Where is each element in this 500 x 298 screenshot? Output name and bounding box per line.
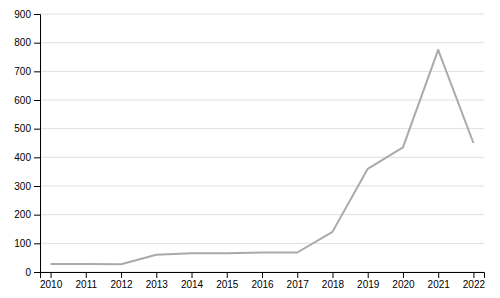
tick-label: 400 xyxy=(14,152,31,163)
x-axis: 2010 2011 2012 2013 2014 2015 2016 2017 2018 2019… xyxy=(40,272,486,290)
tick-label: 200 xyxy=(14,209,31,220)
tick-label: 100 xyxy=(14,238,31,249)
tick-label: 2011 xyxy=(76,279,98,290)
line xyxy=(51,50,474,264)
tick-mark xyxy=(438,272,439,278)
tick: 2017 xyxy=(287,272,310,290)
tick-mark xyxy=(34,71,40,72)
chart: 2010 2011 2012 2013 2014 2015 2016 2017 2018 2019… xyxy=(0,0,500,298)
tick: 400 xyxy=(14,152,40,163)
tick-mark xyxy=(332,272,333,278)
tick: 300 xyxy=(14,181,40,192)
tick: 100 xyxy=(14,238,40,249)
grid-line xyxy=(40,71,484,72)
tick: 800 xyxy=(14,37,40,48)
tick: 2022 xyxy=(463,272,486,290)
tick-label: 2017 xyxy=(287,279,310,290)
tick-mark xyxy=(34,272,40,273)
tick-mark xyxy=(34,100,40,101)
tick-label: 900 xyxy=(14,9,31,20)
tick-mark xyxy=(34,243,40,244)
tick: 2013 xyxy=(146,272,169,290)
grid-line xyxy=(40,157,484,158)
tick: 0 xyxy=(25,267,40,278)
tick-label: 800 xyxy=(14,37,31,48)
tick-mark xyxy=(192,272,193,278)
tick-label: 2013 xyxy=(146,279,169,290)
tick: 2010 xyxy=(40,272,63,290)
tick-mark xyxy=(121,272,122,278)
tick-mark xyxy=(34,129,40,130)
tick-mark xyxy=(86,272,87,278)
tick-label: 2022 xyxy=(463,279,486,290)
tick: 200 xyxy=(14,209,40,220)
tick: 2016 xyxy=(251,272,274,290)
tick-label: 2016 xyxy=(251,279,274,290)
axis-line xyxy=(41,273,485,279)
tick-mark xyxy=(297,272,298,278)
tick-mark xyxy=(368,272,369,278)
plot-area: 2010 2011 2012 2013 2014 2015 2016 2017 2018 2019… xyxy=(14,9,485,290)
tick: 2021 xyxy=(428,272,451,290)
grid-line xyxy=(40,243,484,244)
tick-mark xyxy=(34,43,40,44)
tick-label: 2012 xyxy=(110,279,133,290)
tick-label: 2019 xyxy=(357,279,380,290)
tick-mark xyxy=(34,186,40,187)
tick: 500 xyxy=(14,123,40,134)
tick-mark xyxy=(403,272,404,278)
tick: 2015 xyxy=(216,272,239,290)
tick-label: 2020 xyxy=(392,279,415,290)
tick-label: 600 xyxy=(14,95,31,106)
axis-line xyxy=(34,15,41,273)
grid-line xyxy=(40,128,484,129)
grid xyxy=(40,14,484,272)
tick: 2020 xyxy=(392,272,415,290)
tick-label: 700 xyxy=(14,66,31,77)
tick-mark xyxy=(34,14,40,15)
tick: 2012 xyxy=(110,272,133,290)
tick-mark xyxy=(34,157,40,158)
tick-label: 2021 xyxy=(428,279,451,290)
tick-label: 500 xyxy=(14,123,31,134)
grid-line xyxy=(40,42,484,43)
tick-label: 0 xyxy=(25,267,31,278)
tick-mark xyxy=(473,272,474,278)
series-group xyxy=(51,50,474,264)
grid-line xyxy=(40,100,484,101)
tick: 2014 xyxy=(181,272,204,290)
tick: 700 xyxy=(14,66,40,77)
tick: 2011 xyxy=(76,272,98,290)
y-axis: 0 100 200 300 400 500 600 700 800 900 xyxy=(14,9,40,278)
tick-label: 2014 xyxy=(181,279,204,290)
tick-mark xyxy=(51,272,52,278)
grid-line xyxy=(40,14,484,15)
tick-label: 2015 xyxy=(216,279,239,290)
tick-label: 300 xyxy=(14,181,31,192)
tick-mark xyxy=(156,272,157,278)
tick: 2019 xyxy=(357,272,380,290)
tick-mark xyxy=(227,272,228,278)
grid-line xyxy=(40,214,484,215)
tick-mark xyxy=(262,272,263,278)
grid-line xyxy=(40,186,484,187)
tick: 2018 xyxy=(322,272,345,290)
tick-label: 2018 xyxy=(322,279,345,290)
tick: 900 xyxy=(14,9,40,20)
tick: 600 xyxy=(14,95,40,106)
tick-label: 2010 xyxy=(40,279,63,290)
tick-mark xyxy=(34,215,40,216)
